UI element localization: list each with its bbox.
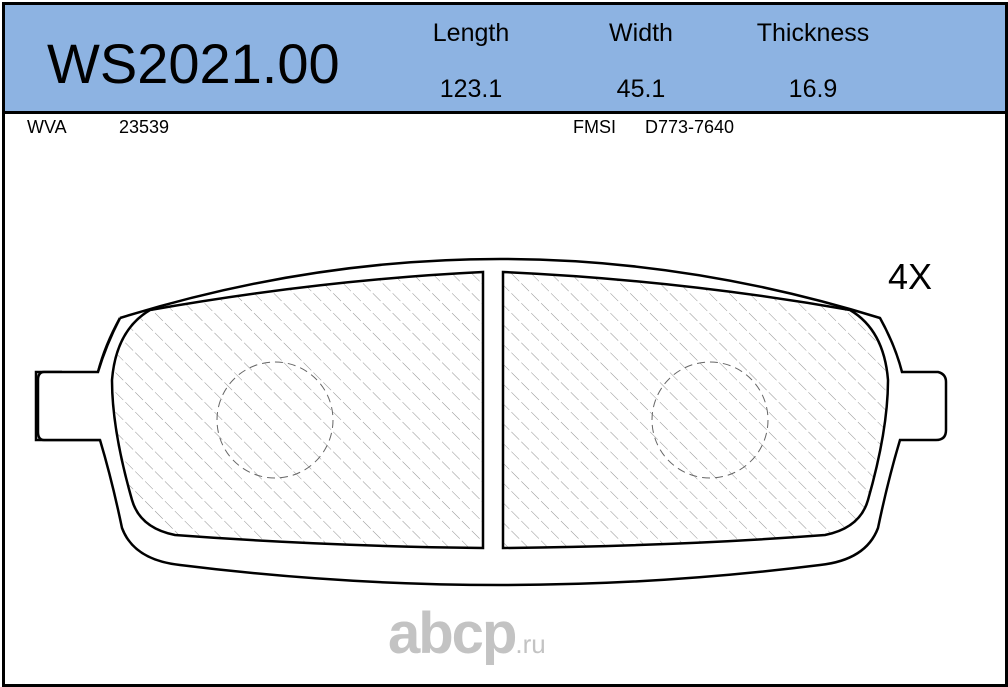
quantity-label: 4X <box>888 256 933 297</box>
watermark-main: abcp <box>388 601 517 666</box>
length-value: 123.1 <box>439 75 503 103</box>
watermark-suffix: .ru <box>515 629 546 659</box>
wva-value: 23539 <box>119 117 170 137</box>
fmsi-label: FMSI <box>573 117 616 137</box>
backplate-left-ear <box>36 317 122 442</box>
watermark-logo: abcp.ru <box>388 600 546 667</box>
fmsi-value: D773-7640 <box>645 117 735 137</box>
thickness-value: 16.9 <box>788 75 838 103</box>
header-band: WS2021.00 Length 123.1 Width 45.1 Thickn… <box>5 5 1005 114</box>
friction-right <box>501 270 890 550</box>
wva-label: WVA <box>27 117 67 137</box>
friction-left <box>110 270 485 550</box>
piston-circle-right <box>651 361 769 479</box>
width-label: Width <box>609 19 673 47</box>
piston-circle-left <box>216 361 334 479</box>
thickness-label: Thickness <box>756 19 870 47</box>
part-number: WS2021.00 <box>47 32 340 95</box>
width-value: 45.1 <box>616 75 666 103</box>
length-label: Length <box>432 19 510 47</box>
